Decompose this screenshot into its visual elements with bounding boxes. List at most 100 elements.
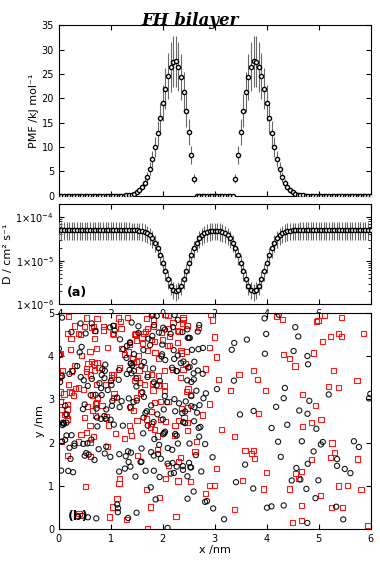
Point	[60, 418, 66, 427]
Point	[68, 328, 74, 337]
Point	[155, 449, 161, 458]
Point	[134, 451, 140, 460]
Point	[196, 432, 202, 441]
Point	[82, 482, 88, 491]
Point	[188, 392, 195, 401]
Point	[196, 423, 202, 432]
Point	[149, 370, 155, 379]
Point	[116, 314, 122, 323]
Point	[71, 321, 77, 331]
Point	[84, 367, 90, 376]
Point	[131, 367, 137, 376]
Point	[154, 311, 160, 320]
Point	[107, 323, 113, 332]
X-axis label: x /nm: x /nm	[199, 546, 231, 555]
Point	[127, 403, 133, 412]
Point	[104, 342, 110, 351]
Point	[179, 349, 185, 358]
Point	[150, 385, 156, 395]
Point	[168, 469, 174, 478]
Point	[157, 473, 163, 482]
Point	[188, 477, 194, 486]
Point	[171, 346, 177, 355]
Point	[289, 476, 295, 485]
Point	[304, 351, 310, 361]
Point	[66, 387, 73, 396]
Point	[89, 374, 95, 383]
Point	[109, 503, 116, 512]
Point	[120, 421, 126, 430]
Point	[151, 398, 157, 407]
Point	[177, 453, 184, 462]
Point	[195, 345, 201, 354]
Point	[344, 481, 350, 490]
Point	[262, 386, 268, 395]
Point	[57, 388, 63, 397]
Point	[178, 404, 184, 413]
Point	[82, 400, 88, 409]
Point	[129, 361, 135, 370]
Point	[93, 404, 100, 413]
Point	[203, 389, 209, 398]
Point	[151, 321, 157, 331]
Point	[202, 440, 208, 449]
Point	[158, 328, 164, 337]
Point	[156, 354, 162, 363]
Point	[160, 323, 166, 332]
Point	[109, 396, 116, 405]
Point	[57, 349, 63, 358]
Point	[179, 319, 185, 328]
Point	[200, 394, 206, 403]
Point	[326, 382, 332, 391]
Point	[184, 325, 190, 334]
Point	[127, 338, 133, 348]
Point	[310, 447, 317, 456]
Point	[317, 491, 323, 500]
Point	[255, 375, 261, 384]
Point	[242, 460, 248, 469]
Point	[185, 384, 191, 393]
Point	[167, 332, 173, 341]
Point	[315, 316, 321, 325]
Point	[138, 388, 144, 397]
Point	[180, 465, 186, 474]
Point	[180, 462, 186, 471]
Text: (b): (b)	[68, 510, 89, 523]
Point	[114, 494, 120, 503]
Point	[180, 312, 186, 321]
Point	[80, 405, 86, 414]
Point	[250, 406, 256, 415]
Point	[298, 466, 304, 475]
Point	[148, 335, 154, 344]
Point	[231, 376, 237, 385]
Point	[165, 397, 171, 406]
Point	[282, 383, 288, 392]
Point	[140, 338, 146, 348]
Point	[68, 335, 74, 344]
Point	[165, 524, 171, 533]
Point	[155, 445, 161, 454]
Point	[227, 386, 233, 395]
Point	[123, 452, 129, 461]
Point	[171, 354, 177, 363]
Point	[112, 326, 118, 335]
Point	[58, 466, 64, 475]
Point	[99, 365, 105, 374]
Point	[181, 413, 187, 422]
Point	[97, 379, 103, 388]
Point	[65, 329, 71, 338]
Point	[142, 327, 149, 336]
Point	[142, 363, 148, 372]
Point	[237, 410, 243, 419]
Point	[91, 334, 97, 343]
Point	[173, 512, 179, 521]
Point	[179, 328, 185, 337]
Point	[90, 432, 96, 441]
Point	[127, 421, 133, 430]
Point	[64, 405, 70, 414]
Point	[116, 375, 122, 384]
Point	[59, 421, 65, 430]
Point	[96, 363, 102, 372]
Point	[149, 332, 155, 341]
Point	[156, 440, 162, 449]
